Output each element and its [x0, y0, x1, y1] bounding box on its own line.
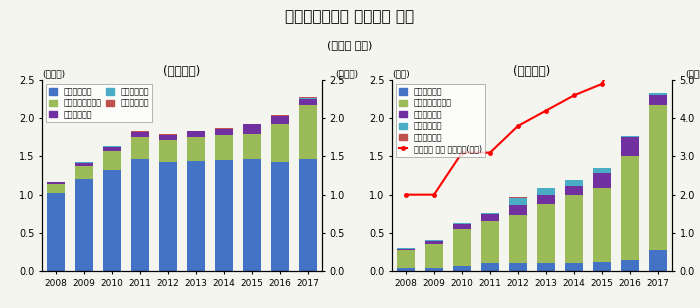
Title: (이용건수): (이용건수) [163, 64, 201, 78]
Bar [621, 156, 639, 260]
Bar [131, 132, 149, 137]
Bar [537, 195, 555, 204]
Bar [565, 186, 583, 195]
Bar [425, 244, 443, 268]
Bar [215, 160, 233, 271]
Bar [299, 105, 317, 159]
Bar [537, 263, 555, 271]
Bar [47, 184, 65, 193]
Text: (일평균 기준): (일평균 기준) [328, 40, 372, 50]
거래건당 평균 금액추이(좌측) [486, 151, 494, 155]
Bar [215, 129, 233, 135]
Bar [509, 205, 527, 214]
거래건당 평균 금액추이(좌측) [542, 109, 550, 112]
Bar [243, 124, 261, 134]
Bar [565, 180, 583, 186]
Bar [649, 95, 667, 104]
Bar [509, 198, 527, 205]
Bar [425, 241, 443, 244]
Title: (이용금액): (이용금액) [513, 64, 551, 78]
Bar [425, 268, 443, 271]
Bar [243, 159, 261, 271]
Bar [649, 104, 667, 250]
Bar [481, 221, 499, 263]
Bar [271, 162, 289, 271]
거래건당 평균 금액추이(좌측) [430, 193, 438, 197]
Bar [649, 250, 667, 271]
Bar [621, 136, 639, 137]
Bar [75, 179, 93, 271]
Bar [131, 137, 149, 159]
거래건당 평균 금액추이(좌측) [598, 82, 606, 86]
Bar [271, 116, 289, 124]
Bar [593, 173, 611, 188]
Bar [453, 224, 471, 229]
Bar [537, 188, 555, 195]
Bar [215, 128, 233, 129]
Bar [243, 134, 261, 159]
Legend: 선불전자지급, 전자지금결제대행, 결제대금예치, 전자고지결제, 직불전자지급, 거래건당 평균 금액추이(좌측): 선불전자지급, 전자지금결제대행, 결제대금예치, 전자고지결제, 직불전자지급… [396, 84, 485, 157]
Bar [299, 159, 317, 271]
Bar [299, 99, 317, 105]
Text: (천만건): (천만건) [42, 69, 65, 78]
Bar [397, 248, 415, 249]
Line: 거래건당 평균 금액추이(좌측): 거래건당 평균 금액추이(좌측) [405, 0, 659, 197]
Bar [481, 213, 499, 214]
Bar [593, 262, 611, 271]
Bar [509, 263, 527, 271]
거래건당 평균 금액추이(좌측) [402, 193, 410, 197]
Bar [159, 135, 177, 140]
Bar [649, 93, 667, 95]
거래건당 평균 금액추이(좌측) [458, 151, 466, 155]
Bar [453, 266, 471, 271]
Bar [271, 124, 289, 162]
Bar [537, 204, 555, 263]
Bar [565, 263, 583, 271]
Bar [621, 260, 639, 271]
Bar [565, 195, 583, 263]
Bar [621, 137, 639, 156]
Bar [215, 135, 233, 160]
Bar [397, 250, 415, 268]
Text: (만원): (만원) [392, 69, 410, 78]
Bar [131, 159, 149, 271]
Bar [103, 146, 121, 147]
Bar [75, 163, 93, 166]
Bar [103, 151, 121, 170]
거래건당 평균 금액추이(좌측) [626, 25, 634, 28]
거래건당 평균 금액추이(좌측) [570, 94, 578, 97]
Legend: 선불전자지급, 전자지금결제대행, 결제대금예치, 전자고지결제, 직불전자지급: 선불전자지급, 전자지금결제대행, 결제대금예치, 전자고지결제, 직불전자지급 [46, 84, 152, 122]
Bar [397, 268, 415, 271]
거래건당 평균 금액추이(좌측) [514, 124, 522, 128]
Bar [103, 170, 121, 271]
Bar [299, 98, 317, 99]
Bar [187, 137, 205, 161]
Bar [75, 166, 93, 179]
Bar [593, 188, 611, 262]
Bar [481, 263, 499, 271]
Bar [159, 162, 177, 271]
Bar [481, 214, 499, 221]
Text: (천만건): (천만건) [335, 69, 358, 78]
Text: 전자지급서비스 이용실적 추이: 전자지급서비스 이용실적 추이 [286, 9, 414, 24]
Bar [47, 182, 65, 184]
Bar [453, 229, 471, 266]
Bar [159, 140, 177, 162]
Bar [75, 162, 93, 163]
Bar [187, 131, 205, 137]
Bar [187, 161, 205, 271]
Bar [509, 214, 527, 263]
Bar [453, 223, 471, 224]
Bar [103, 147, 121, 151]
Bar [47, 193, 65, 271]
Text: (천억원): (천억원) [685, 69, 700, 78]
Bar [593, 168, 611, 173]
Bar [397, 249, 415, 250]
